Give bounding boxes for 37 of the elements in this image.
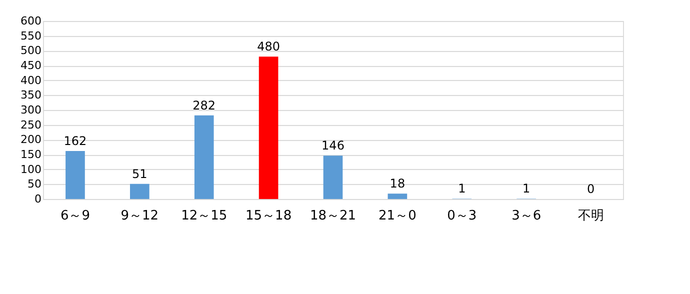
x-tick-label: 21～0 — [378, 208, 416, 224]
y-tick-label: 400 — [20, 74, 42, 87]
x-tick-label: 0～3 — [447, 208, 477, 224]
y-tick-label: 50 — [28, 178, 42, 191]
x-tick-label: 不明 — [578, 208, 604, 224]
data-label: 0 — [586, 182, 595, 196]
y-tick-label: 200 — [20, 133, 42, 146]
x-tick-label: 9～12 — [120, 208, 159, 224]
y-tick-label: 600 — [20, 14, 42, 28]
y-tick-label: 450 — [20, 59, 42, 72]
y-tick-label: 550 — [20, 29, 42, 42]
x-tick-label: 12～15 — [181, 208, 228, 224]
y-tick-label: 100 — [20, 162, 42, 176]
y-tick-label: 500 — [20, 44, 42, 58]
y-tick-label: 350 — [20, 88, 42, 102]
data-label: 1 — [522, 182, 530, 196]
x-tick-label: 18～21 — [310, 208, 356, 224]
data-label: 146 — [322, 138, 344, 153]
y-tick-label: 0 — [34, 192, 42, 206]
data-label: 18 — [390, 176, 406, 191]
y-tick-label: 250 — [20, 118, 42, 132]
bar — [388, 194, 408, 199]
bar — [258, 56, 278, 199]
data-label: 480 — [257, 40, 280, 54]
data-label: 282 — [192, 98, 216, 112]
data-label: 51 — [132, 166, 148, 181]
data-label: 162 — [64, 134, 87, 148]
bar — [194, 115, 214, 199]
bar — [323, 156, 343, 199]
y-tick-label: 300 — [20, 104, 42, 116]
x-tick-label: 3～6 — [512, 208, 542, 224]
data-label: 1 — [458, 182, 466, 196]
bar — [66, 150, 85, 199]
x-tick-label: 6～9 — [60, 208, 90, 224]
x-tick-label: 15～18 — [246, 208, 292, 224]
y-tick-label: 150 — [20, 148, 42, 161]
bar — [130, 184, 150, 199]
